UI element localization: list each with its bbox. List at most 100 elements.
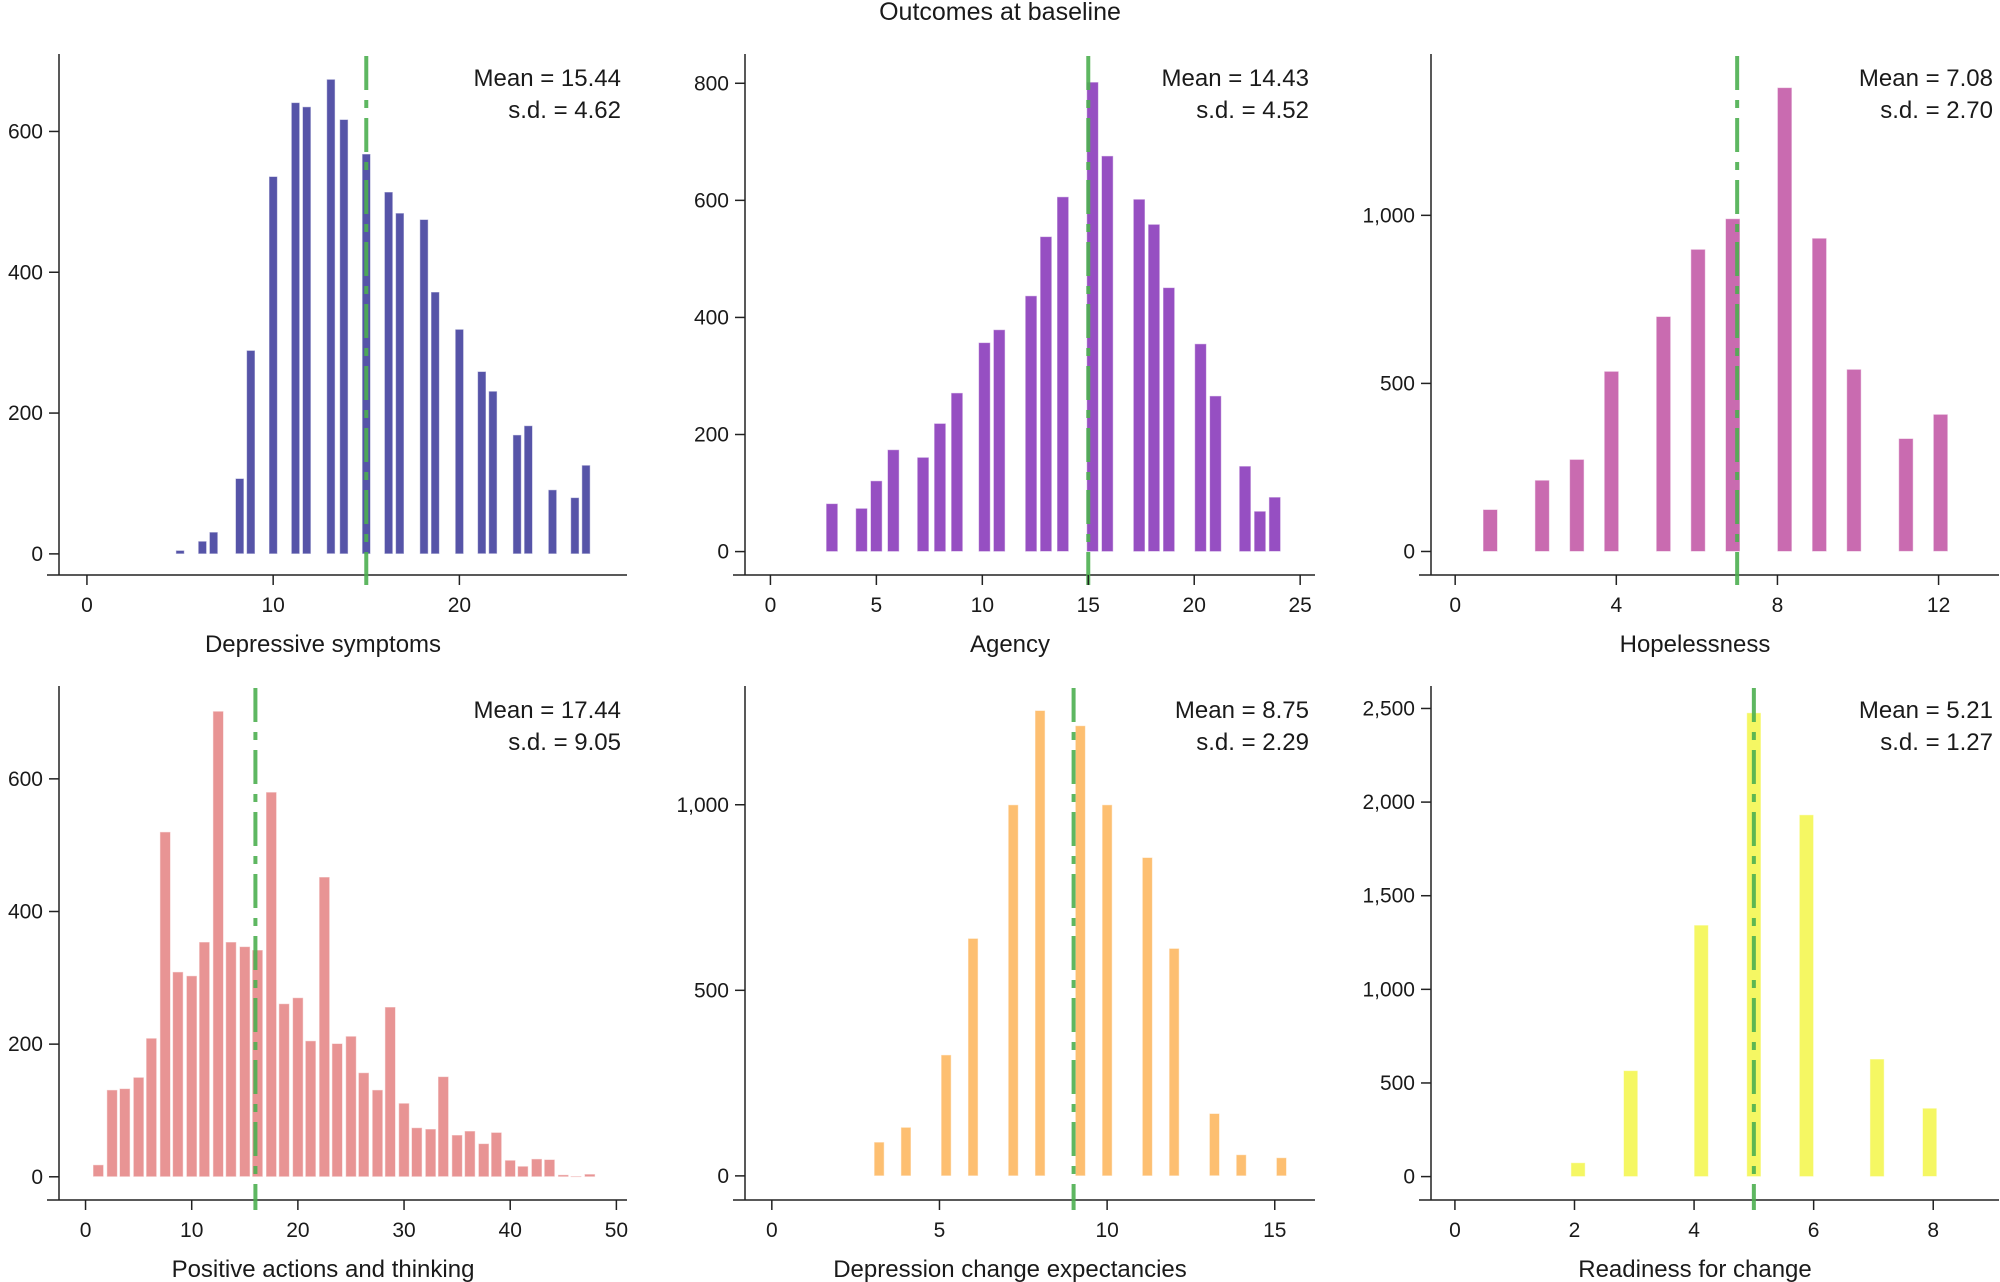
x-tick-label: 8 xyxy=(1772,594,1784,617)
histogram-bar xyxy=(1655,316,1672,552)
histogram-bar xyxy=(916,456,930,552)
histogram-bar xyxy=(1253,510,1267,553)
histogram-bar xyxy=(1007,804,1019,1177)
histogram-bar xyxy=(331,1043,343,1178)
y-tick-label: 0 xyxy=(31,543,43,566)
histogram-bar xyxy=(1623,1070,1639,1178)
histogram-bar xyxy=(870,480,883,553)
histogram-bar xyxy=(251,949,264,1178)
histogram-bar xyxy=(395,212,405,555)
x-tick-label: 5 xyxy=(871,594,883,617)
histogram-bar xyxy=(268,176,278,555)
histogram-bar xyxy=(900,1126,912,1177)
x-tick-label: 40 xyxy=(499,1219,522,1242)
histogram-bar xyxy=(570,1175,582,1178)
histogram-bar xyxy=(1482,509,1498,552)
x-axis-label: Depression change expectancies xyxy=(833,1256,1187,1282)
histogram-bar xyxy=(339,119,349,555)
histogram-bar xyxy=(290,102,301,555)
x-tick-label: 0 xyxy=(766,1219,778,1242)
histogram-panel-3: 0 500 1,000 0 4 8 12 Hopelessness Mean = 7.08 s.d… xyxy=(1362,54,1999,658)
x-axis-label: Positive actions and thinking xyxy=(172,1256,475,1282)
histogram-panel-5: 0 500 1,000 0 5 10 15 Depression change expecta… xyxy=(676,686,1315,1282)
histogram-panel-4: 0 200 400 600 0 10 20 30 40 50 Positive actions an… xyxy=(8,686,628,1282)
histogram-bar xyxy=(543,1159,556,1178)
histogram-bar xyxy=(1811,237,1828,552)
histogram-bar xyxy=(1534,479,1550,553)
histogram-bar xyxy=(512,434,522,555)
histogram-bar xyxy=(246,349,256,555)
histogram-bar xyxy=(887,449,900,553)
y-tick-label: 500 xyxy=(694,979,729,1002)
histogram-bar xyxy=(1132,198,1146,553)
x-axis-label: Depressive symptoms xyxy=(205,631,441,658)
histogram-bar xyxy=(1238,465,1252,553)
histogram-bar xyxy=(92,1164,105,1178)
histogram-bar xyxy=(933,422,947,553)
x-tick-label: 0 xyxy=(80,1219,92,1242)
histogram-bar xyxy=(292,997,304,1178)
x-tick-label: 5 xyxy=(934,1219,946,1242)
histogram-bar xyxy=(384,1006,396,1178)
histogram-bar xyxy=(488,390,498,555)
histogram-bar xyxy=(1162,287,1176,553)
histogram-bar xyxy=(132,1076,145,1178)
histogram-bar xyxy=(345,1035,357,1178)
x-tick-label: 2 xyxy=(1569,1219,1581,1242)
x-tick-label: 15 xyxy=(1077,594,1100,617)
histogram-bar xyxy=(424,1128,437,1178)
sd-annotation: s.d. = 9.05 xyxy=(508,729,621,756)
y-tick-label: 600 xyxy=(694,189,729,212)
histogram-bar xyxy=(570,497,580,555)
histogram-bar xyxy=(172,971,184,1178)
histogram-bar xyxy=(1569,458,1585,552)
histogram-bar xyxy=(855,507,868,553)
histogram-bar xyxy=(326,78,336,555)
sd-annotation: s.d. = 4.62 xyxy=(508,97,621,124)
histogram-bar xyxy=(557,1174,570,1178)
y-tick-label: 500 xyxy=(1380,1072,1415,1095)
mean-annotation: Mean = 15.44 xyxy=(474,65,621,92)
histogram-bar xyxy=(1168,947,1180,1177)
histogram-bar xyxy=(119,1088,131,1178)
histogram-bar xyxy=(437,1076,450,1178)
histogram-panel-6: 0 500 1,000 1,500 2,000 2,500 0 2 4 6 8 Readiness f… xyxy=(1362,686,1999,1282)
sd-annotation: s.d. = 4.52 xyxy=(1196,97,1309,124)
histogram-bar xyxy=(1056,196,1070,553)
histogram-bar xyxy=(318,876,331,1178)
histogram-bar xyxy=(1603,370,1620,552)
histogram-bar xyxy=(825,503,839,553)
histogram-bar xyxy=(265,791,278,1178)
histogram-bar xyxy=(992,329,1006,553)
x-tick-label: 0 xyxy=(1449,594,1461,617)
histogram-bar xyxy=(1922,1107,1938,1177)
x-tick-label: 10 xyxy=(971,594,994,617)
histogram-bar xyxy=(225,941,237,1178)
mean-annotation: Mean = 14.43 xyxy=(1162,65,1309,92)
histogram-bar xyxy=(304,1040,317,1178)
histogram-bar xyxy=(1024,295,1038,553)
histogram-bar xyxy=(1690,248,1706,553)
histogram-bar xyxy=(1101,155,1114,553)
x-tick-label: 10 xyxy=(261,594,284,617)
histogram-bar xyxy=(1074,725,1086,1177)
histogram-bar xyxy=(940,1054,952,1177)
mean-annotation: Mean = 17.44 xyxy=(474,697,621,724)
histogram-bar xyxy=(451,1134,463,1178)
histogram-bar xyxy=(1039,236,1053,552)
x-tick-label: 30 xyxy=(392,1219,415,1242)
histogram-bar xyxy=(967,937,979,1177)
x-tick-label: 0 xyxy=(1449,1219,1461,1242)
y-tick-label: 600 xyxy=(8,120,43,143)
histogram-bar xyxy=(1147,223,1161,553)
x-axis-label: Agency xyxy=(970,631,1050,658)
histogram-bar xyxy=(1101,804,1113,1177)
mean-annotation: Mean = 7.08 xyxy=(1859,65,1993,92)
y-tick-label: 2,500 xyxy=(1362,697,1415,720)
y-tick-label: 200 xyxy=(8,1033,43,1056)
histogram-bar xyxy=(302,106,312,555)
histogram-bar xyxy=(978,342,991,553)
histogram-bar xyxy=(197,540,208,555)
histogram-bar xyxy=(430,291,440,555)
